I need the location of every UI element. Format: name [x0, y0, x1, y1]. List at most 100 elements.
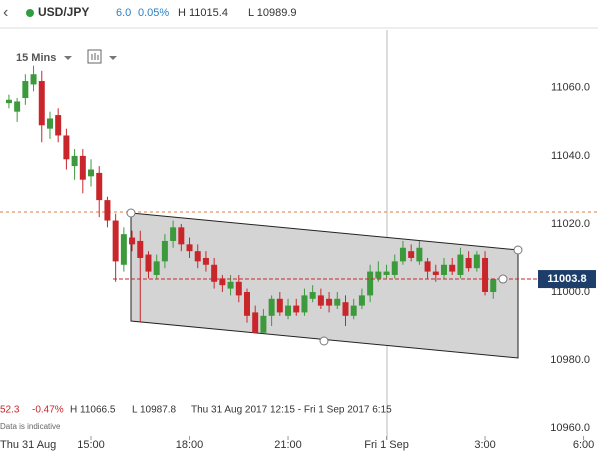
candle-body: [71, 155, 78, 167]
candle-body: [55, 115, 62, 136]
candle-body: [350, 305, 357, 316]
candle-body: [79, 155, 86, 180]
candle-body: [46, 118, 53, 129]
price-box: [538, 270, 596, 289]
symbol[interactable]: USD/JPY: [38, 5, 89, 19]
change: 6.0: [116, 7, 131, 19]
x-tick-label: 3:00: [474, 439, 495, 451]
candle-body: [465, 257, 472, 269]
candle-body: [432, 271, 439, 275]
day-low: L 10989.9: [248, 7, 297, 19]
y-tick-label: 11000.0: [551, 286, 590, 298]
candle-body: [268, 298, 275, 316]
info-change-pct: -0.47%: [32, 405, 64, 416]
candle-body: [416, 247, 423, 262]
back-button[interactable]: ‹: [3, 4, 8, 21]
candle-body: [391, 261, 398, 275]
candle-body: [260, 315, 267, 333]
candle-body: [342, 302, 349, 316]
candle-body: [227, 281, 234, 289]
candle-body: [219, 278, 226, 286]
candle-body: [178, 227, 185, 245]
y-tick-label: 10960.0: [550, 422, 590, 434]
candle-body: [63, 135, 70, 160]
price-label: 11003.8: [547, 273, 586, 285]
x-tick-label: Thu 31 Aug: [0, 439, 56, 451]
candle-body: [145, 254, 152, 272]
chart-type-icon[interactable]: [87, 49, 102, 64]
candle-body: [194, 251, 201, 262]
candle-body: [14, 101, 21, 112]
x-tick-label: 21:00: [274, 439, 302, 451]
candle-body: [5, 99, 12, 104]
candle-body: [202, 257, 209, 265]
candle-body: [170, 227, 177, 241]
candle-body: [276, 298, 283, 313]
candle-body: [449, 264, 456, 272]
candle-body: [88, 169, 95, 177]
info-note: Data is indicative: [0, 422, 61, 431]
candle-body: [211, 264, 218, 282]
info-change: 52.3: [0, 405, 20, 416]
change-pct: 0.05%: [138, 7, 169, 19]
info-low: L 10987.8: [132, 405, 177, 416]
candle-body: [482, 257, 489, 292]
y-tick-label: 10980.0: [550, 354, 590, 366]
candle-body: [293, 305, 300, 313]
info-range: Thu 31 Aug 2017 12:15 - Fri 1 Sep 2017 6…: [191, 405, 392, 416]
handle[interactable]: [319, 336, 329, 346]
candle-body: [243, 291, 250, 316]
candle-body: [473, 254, 480, 269]
y-tick-label: 11020.0: [551, 218, 590, 230]
candle-body: [424, 261, 431, 272]
candle-body: [161, 240, 168, 262]
x-tick-label: Fri 1 Sep: [364, 439, 409, 451]
candle-body: [38, 81, 45, 126]
candle-body: [441, 264, 448, 275]
candle-body: [399, 247, 406, 262]
candle-body: [309, 291, 316, 299]
candle-body: [137, 240, 144, 258]
candle-body: [30, 74, 37, 85]
candle-body: [334, 298, 341, 306]
candle-body: [358, 295, 365, 306]
candle-body: [301, 295, 308, 313]
handle[interactable]: [126, 208, 136, 218]
candle-body: [457, 254, 464, 275]
candle-body: [104, 200, 111, 221]
candle-body: [490, 279, 497, 292]
candle-body: [22, 81, 29, 99]
info-high: H 11066.5: [70, 405, 116, 416]
candle-body: [317, 295, 324, 306]
x-tick-label: 15:00: [77, 439, 105, 451]
candle-body: [153, 261, 160, 275]
candle-body: [383, 271, 390, 275]
day-high: H 11015.4: [178, 7, 228, 19]
candle-body: [186, 244, 193, 252]
chart-type-icon-bars: [91, 53, 99, 60]
candle-body: [326, 298, 333, 306]
candle-body: [375, 271, 382, 279]
dropdown-arrow[interactable]: [64, 56, 72, 60]
x-tick-label: 6:00: [573, 439, 594, 451]
handle[interactable]: [498, 274, 508, 284]
x-tick-label: 18:00: [176, 439, 204, 451]
candle-body: [408, 251, 415, 258]
channel-handles: [126, 208, 523, 346]
candle-body: [120, 234, 127, 265]
status-dot: [26, 9, 34, 17]
candle-body: [235, 281, 242, 296]
candle-body: [367, 271, 374, 296]
y-tick-label: 11060.0: [551, 82, 590, 94]
dropdown-arrow[interactable]: [109, 56, 117, 60]
candle-body: [285, 305, 292, 316]
candle-body: [129, 237, 136, 245]
handle[interactable]: [513, 245, 523, 255]
candle-body: [252, 312, 259, 333]
candle-body: [112, 220, 119, 262]
y-tick-label: 11040.0: [551, 150, 590, 162]
interval-select[interactable]: 15 Mins: [16, 52, 56, 64]
candle-body: [96, 172, 103, 201]
